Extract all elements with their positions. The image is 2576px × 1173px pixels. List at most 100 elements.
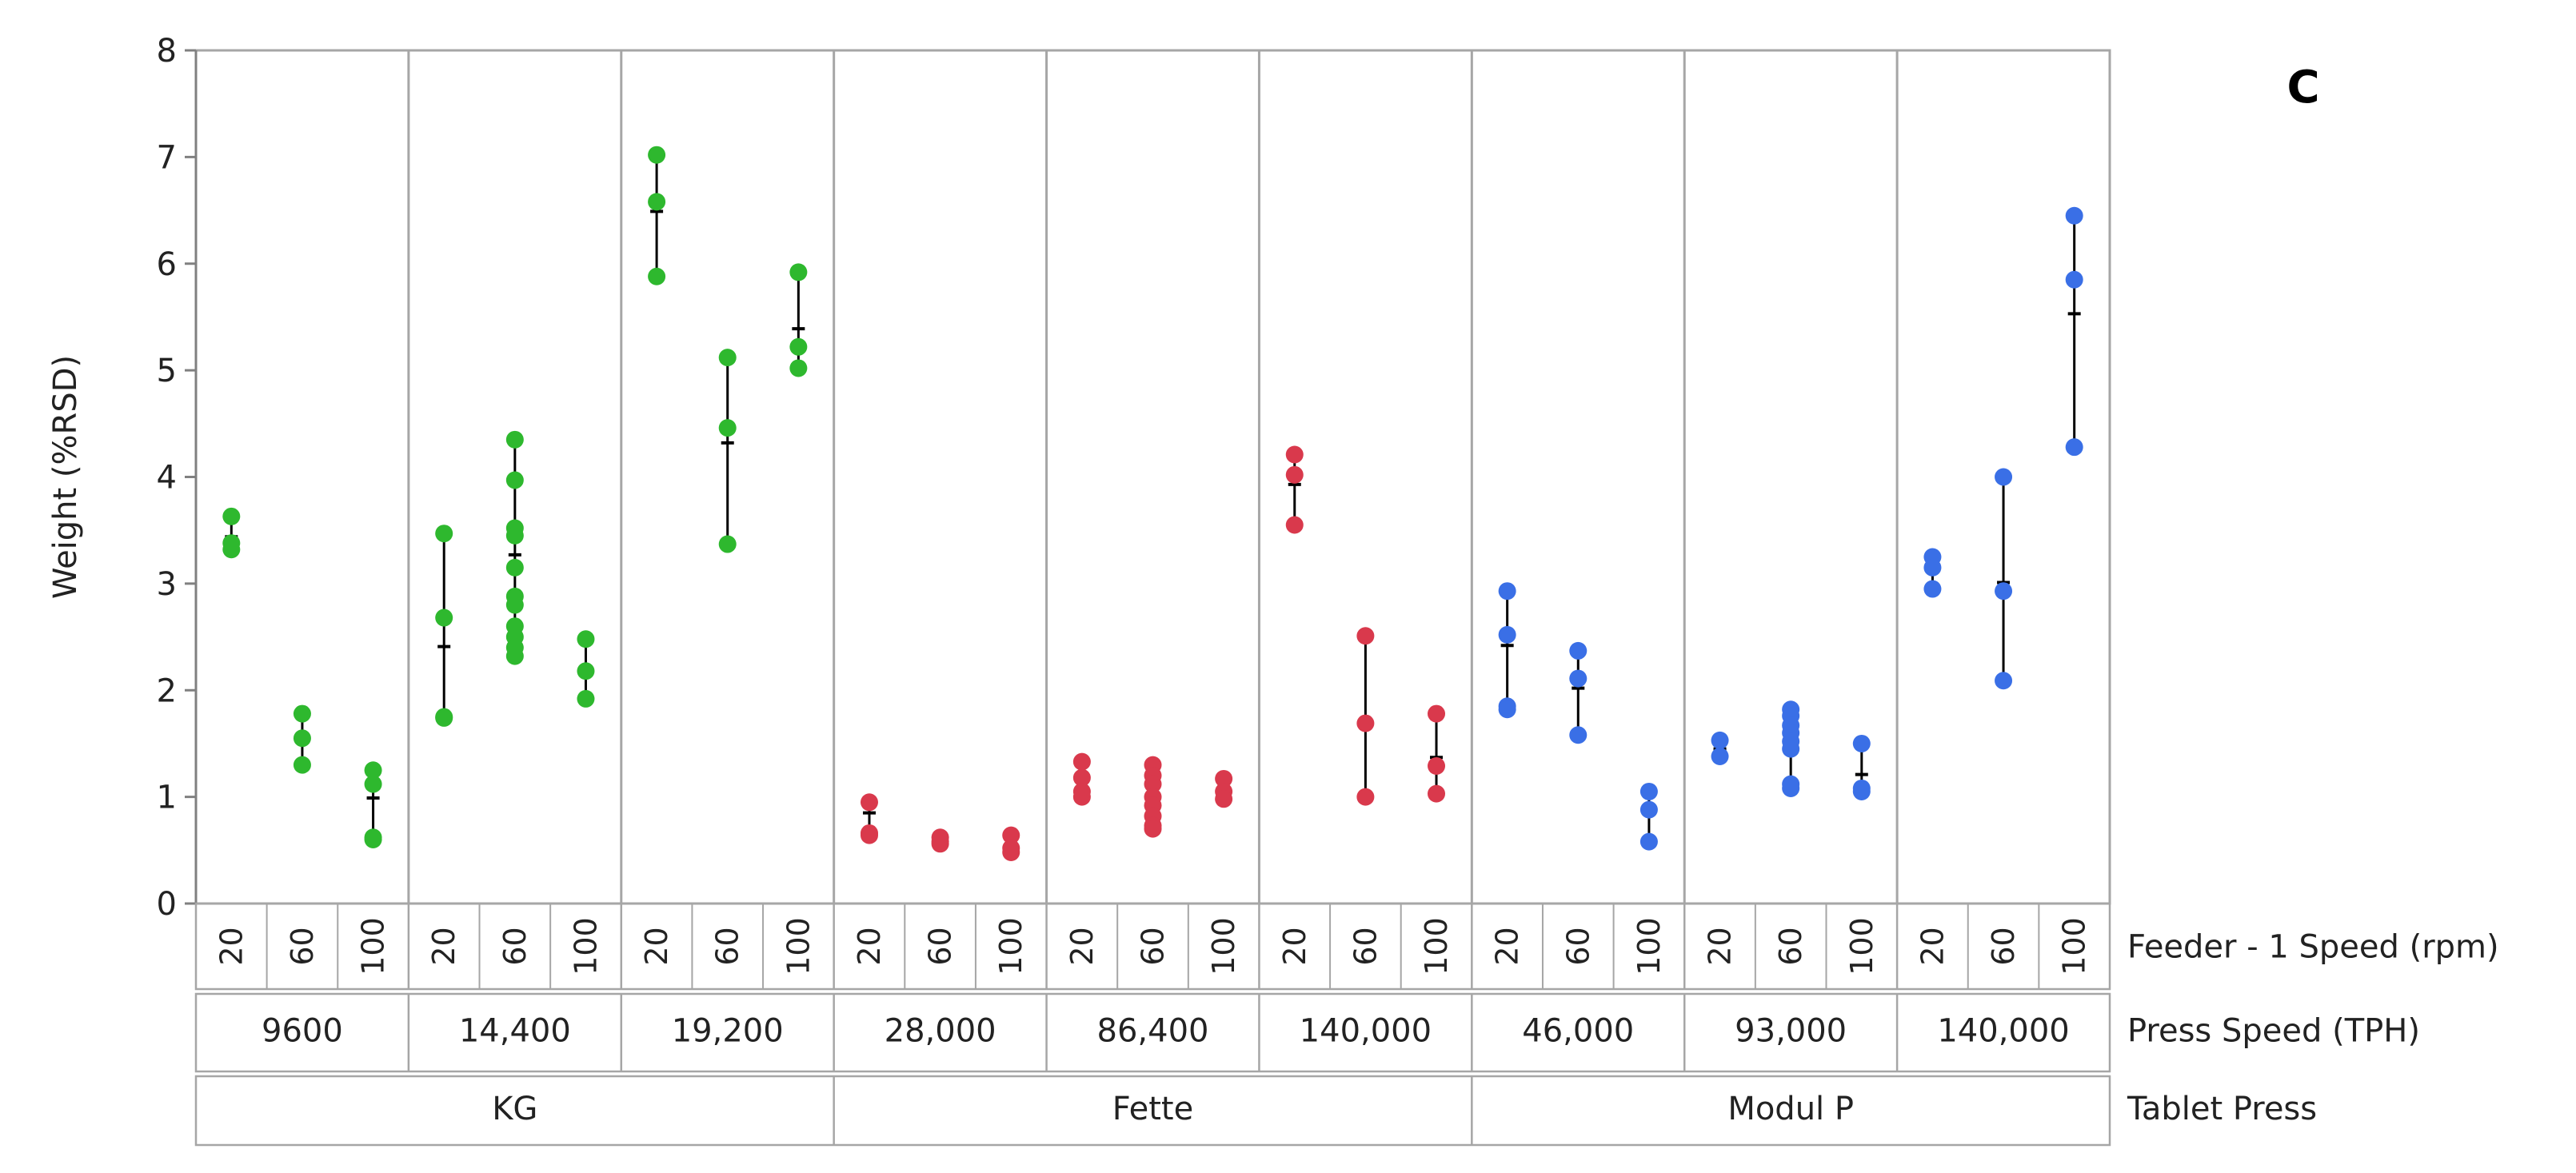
press-speed-label: 93,000 (1735, 1013, 1847, 1050)
data-point (1215, 790, 1233, 808)
y-axis: 0 1 2 3 4 5 6 7 8 Weight (%RSD) (47, 33, 198, 923)
feeder-speed-label: 60 (710, 927, 745, 965)
press-speed-label: 19,200 (672, 1013, 784, 1050)
data-point (1002, 843, 1020, 861)
feeder-speed-label: 20 (1064, 927, 1100, 965)
data-point (718, 349, 737, 367)
feeder-speed-label: 20 (1915, 927, 1950, 965)
data-point (505, 647, 524, 665)
data-point (293, 704, 311, 723)
data-point (505, 471, 524, 489)
data-point (1782, 779, 1800, 797)
data-point (435, 708, 453, 727)
data-point (1428, 784, 1446, 803)
feeder-speed-label: 60 (1773, 927, 1808, 965)
press-speed-label: 46,000 (1522, 1013, 1634, 1050)
data-point (222, 507, 241, 525)
data-point (718, 535, 737, 553)
data-point (577, 662, 595, 680)
tablet-press-label: KG (492, 1091, 537, 1127)
data-point (860, 793, 878, 812)
data-point (1569, 669, 1588, 688)
data-point (577, 689, 595, 708)
data-point (505, 558, 524, 577)
press-speed-label: 140,000 (1937, 1013, 2069, 1050)
data-point (1923, 580, 1942, 598)
press-speed-label: 86,400 (1097, 1013, 1209, 1050)
data-point (1639, 800, 1658, 819)
feeder-speed-label: 20 (852, 927, 887, 965)
data-point (1782, 740, 1800, 758)
data-point (1711, 731, 1729, 749)
row-label: Press Speed (TPH) (2127, 1013, 2420, 1050)
data-point (718, 419, 737, 437)
y-tick-label: 8 (157, 33, 177, 70)
data-point (505, 430, 524, 449)
data-point (505, 526, 524, 545)
data-point (648, 146, 666, 164)
y-tick-label: 4 (157, 460, 177, 497)
feeder-speed-label: 100 (568, 917, 603, 976)
feeder-speed-label: 100 (781, 917, 816, 976)
feeder-speed-label: 100 (993, 917, 1028, 976)
data-point (435, 608, 453, 627)
y-tick-label: 5 (157, 353, 177, 389)
feeder-speed-label: 60 (285, 927, 320, 965)
feeder-speed-label: 100 (1844, 917, 1879, 976)
feeder-speed-label: 20 (1703, 927, 1738, 965)
feeder-speed-label: 100 (1206, 917, 1241, 976)
feeder-speed-label: 20 (426, 927, 461, 965)
feeder-speed-label: 100 (356, 917, 391, 976)
panel-letter: C (2286, 62, 2319, 114)
data-point (1711, 747, 1729, 765)
feeder-speed-label: 20 (639, 927, 674, 965)
data-point (293, 729, 311, 748)
feeder-speed-label: 60 (1348, 927, 1383, 965)
tablet-press-label: Fette (1112, 1091, 1193, 1127)
data-point (789, 263, 808, 281)
y-axis-label: Weight (%RSD) (47, 355, 84, 599)
data-point (1356, 788, 1375, 806)
feeder-speed-label: 60 (1986, 927, 2021, 965)
feeder-speed-label: 20 (1490, 927, 1525, 965)
press-speed-label: 14,400 (459, 1013, 571, 1050)
data-point (1852, 734, 1871, 752)
data-point (2065, 438, 2083, 457)
feeder-speed-label: 60 (1560, 927, 1596, 965)
data-point (1995, 582, 2013, 600)
data-point (1285, 516, 1304, 534)
y-tick-label: 3 (157, 566, 177, 603)
row-label: Tablet Press (2127, 1091, 2317, 1127)
y-tick-label: 7 (157, 139, 177, 176)
data-point (1498, 700, 1516, 719)
data-point (1428, 756, 1446, 775)
press-speed-label: 9600 (262, 1013, 343, 1050)
data-point (1144, 820, 1162, 838)
data-point (435, 525, 453, 543)
data-point (293, 756, 311, 774)
data-point (1995, 672, 2013, 690)
data-point (1072, 788, 1091, 806)
data-point (1498, 582, 1516, 600)
data-point (1072, 768, 1091, 787)
feeder-speed-label: 20 (214, 927, 249, 965)
data-point (1215, 769, 1233, 788)
feeder-speed-label: 100 (2057, 917, 2092, 976)
data-point (1639, 832, 1658, 851)
data-point (505, 596, 524, 614)
data-point (789, 359, 808, 377)
data-point (1995, 468, 2013, 486)
data-point (789, 337, 808, 356)
table-row-border (194, 902, 2111, 991)
y-tick-label: 6 (157, 246, 177, 283)
data-point (1569, 641, 1588, 660)
data-layer (222, 146, 2083, 861)
data-point (1498, 625, 1516, 644)
data-point (1285, 465, 1304, 484)
data-point (1072, 752, 1091, 771)
data-point (1144, 775, 1162, 793)
data-point (364, 830, 382, 848)
table-row-border (194, 992, 2111, 1073)
data-point (577, 630, 595, 648)
